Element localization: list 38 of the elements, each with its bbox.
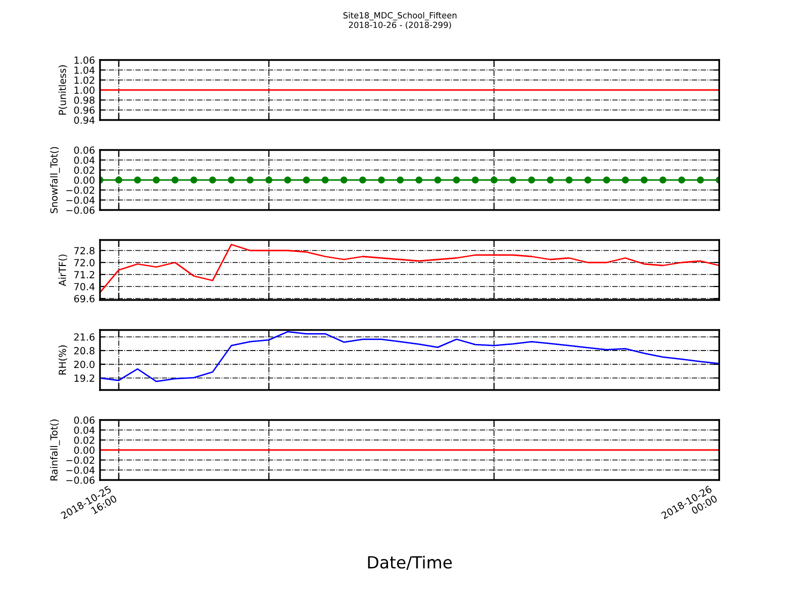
x-axis-title: Date/Time bbox=[368, 556, 452, 570]
y-tick-label: 70.4 bbox=[74, 282, 95, 290]
line-series bbox=[100, 244, 720, 294]
y-axis-title: Snowfall_Tot() bbox=[50, 147, 60, 214]
y-tick-label: 0.94 bbox=[74, 116, 95, 124]
y-tick-label: 72.0 bbox=[74, 258, 94, 266]
y-tick-label: 71.2 bbox=[74, 270, 94, 278]
y-tick-label: 0.02 bbox=[74, 436, 94, 444]
y-tick-label: 0.06 bbox=[74, 416, 95, 424]
y-tick-label: 0.04 bbox=[74, 156, 95, 164]
y-tick-label: −0.06 bbox=[66, 476, 95, 484]
y-tick-label: −0.02 bbox=[66, 456, 94, 464]
y-tick-label: 0.98 bbox=[74, 96, 94, 104]
y-tick-label: 0.96 bbox=[74, 106, 95, 114]
y-tick-label: 1.04 bbox=[74, 66, 95, 74]
y-axis-title: P(unitless) bbox=[58, 65, 68, 115]
y-tick-label: 0.02 bbox=[74, 166, 94, 174]
y-tick-label: −0.06 bbox=[66, 206, 95, 214]
y-tick-label: 1.02 bbox=[74, 76, 94, 84]
y-tick-label: 20.8 bbox=[74, 347, 94, 354]
y-tick-label: −0.04 bbox=[66, 466, 95, 474]
y-axis-title: RH(%) bbox=[58, 345, 68, 374]
y-tick-label: 0.04 bbox=[74, 426, 95, 434]
y-tick-label: 1.06 bbox=[74, 56, 95, 64]
y-tick-label: 1.00 bbox=[74, 86, 94, 94]
y-tick-label: 19.2 bbox=[74, 374, 94, 382]
y-tick-label: 0.00 bbox=[74, 176, 94, 184]
y-axis-title: Rainfall_Tot() bbox=[50, 420, 60, 480]
y-tick-label: 21.6 bbox=[74, 333, 95, 341]
y-tick-label: 0.06 bbox=[74, 146, 95, 154]
y-tick-label: 0.00 bbox=[74, 446, 94, 454]
chart-title: Site18_MDC_School_Fifteen 2018-10-26 - (2018-299) bbox=[343, 12, 456, 29]
y-tick-label: 69.6 bbox=[74, 294, 95, 302]
y-axis-title: AirTF() bbox=[58, 254, 68, 286]
y-tick-label: 72.8 bbox=[74, 246, 94, 254]
y-tick-label: 20.0 bbox=[74, 360, 94, 368]
y-tick-label: −0.02 bbox=[66, 186, 94, 194]
y-tick-label: −0.04 bbox=[66, 196, 95, 204]
